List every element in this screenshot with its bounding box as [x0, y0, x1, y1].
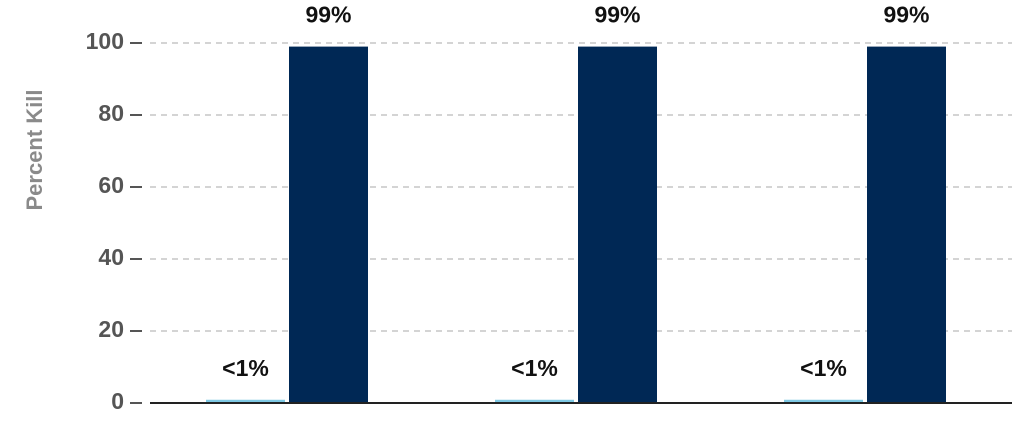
- value-label: 99%: [305, 2, 351, 28]
- value-label: 99%: [883, 2, 929, 28]
- value-label: <1%: [800, 355, 847, 381]
- y-tick-label: 80: [98, 100, 124, 126]
- bar: [206, 399, 285, 403]
- y-tick-label: 0: [111, 388, 124, 414]
- value-label: <1%: [511, 355, 558, 381]
- y-tick-label: 60: [98, 172, 124, 198]
- bar: [578, 46, 657, 403]
- value-label: <1%: [222, 355, 269, 381]
- bar: [495, 399, 574, 403]
- bar: [867, 46, 946, 403]
- y-axis-label: Percent Kill: [22, 89, 47, 210]
- y-tick-label: 40: [98, 244, 124, 270]
- value-label: 99%: [594, 2, 640, 28]
- bar: [289, 46, 368, 403]
- bar: [784, 399, 863, 403]
- y-tick-label: 100: [86, 28, 124, 54]
- y-tick-label: 20: [98, 316, 124, 342]
